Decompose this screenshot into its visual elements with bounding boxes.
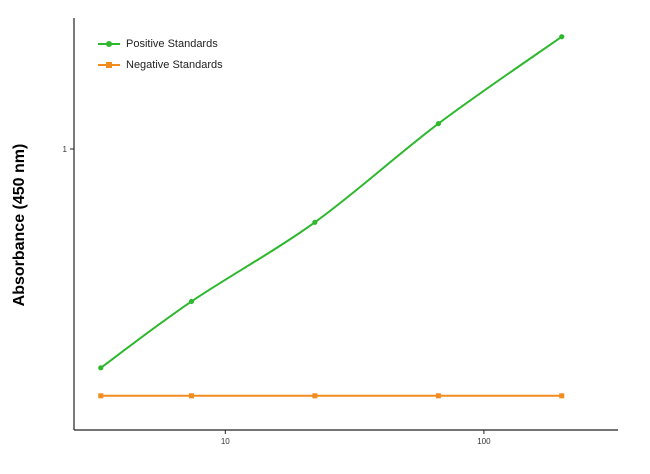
data-point-negative xyxy=(559,393,565,399)
data-point-negative xyxy=(435,393,441,399)
legend-item-positive: Positive Standards xyxy=(98,33,223,54)
data-point-negative xyxy=(312,393,318,399)
data-point-positive xyxy=(435,121,442,127)
legend: Positive Standards Negative Standards xyxy=(98,33,223,75)
series-line-positive xyxy=(100,35,563,369)
y-tick-label: 1 xyxy=(63,145,68,154)
x-tick-label: 100 xyxy=(477,437,491,446)
data-point-positive xyxy=(188,298,195,305)
legend-swatch-positive xyxy=(98,39,120,49)
legend-swatch-negative xyxy=(98,60,120,70)
data-point-negative xyxy=(98,393,104,399)
axes: 10 100 1 xyxy=(63,18,618,446)
y-axis-label: Absorbance (450 nm) xyxy=(11,143,28,307)
series-layer xyxy=(98,34,565,399)
data-point-positive xyxy=(98,365,104,371)
legend-item-negative: Negative Standards xyxy=(98,54,223,75)
data-point-positive xyxy=(312,219,318,225)
data-point-negative xyxy=(188,393,194,399)
data-point-positive xyxy=(559,34,565,40)
x-tick-label: 10 xyxy=(221,437,230,446)
legend-label-positive: Positive Standards xyxy=(126,37,218,50)
legend-label-negative: Negative Standards xyxy=(126,58,223,71)
